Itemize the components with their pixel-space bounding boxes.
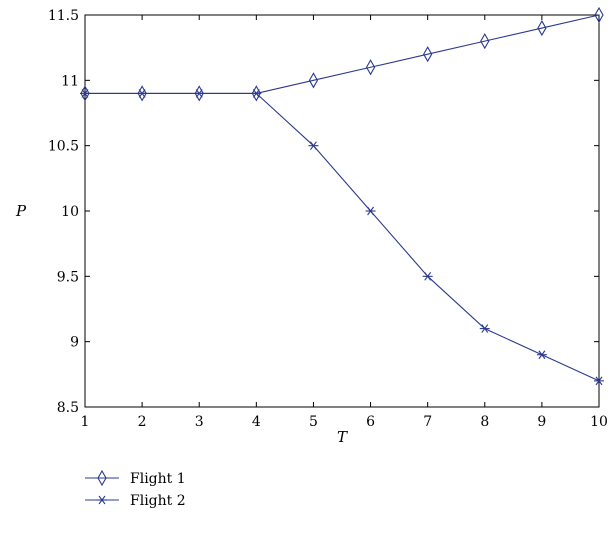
x-tick-label: 8 bbox=[480, 414, 489, 430]
diamond-marker bbox=[97, 469, 107, 487]
x-tick-label: 7 bbox=[423, 414, 432, 430]
series-2 bbox=[80, 89, 604, 386]
x-tick-label: 2 bbox=[138, 414, 147, 430]
y-tick-label: 9 bbox=[70, 335, 79, 351]
asterisk-stroke bbox=[367, 206, 374, 216]
legend-label: Flight 1 bbox=[130, 471, 186, 487]
y-axis: 8.5 9 9.5 10 10.5 11 11.5 bbox=[48, 8, 599, 416]
y-tick-label: 8.5 bbox=[57, 400, 79, 416]
asterisk-marker bbox=[308, 141, 319, 150]
y-tick-label: 10 bbox=[61, 204, 79, 220]
diamond-marker bbox=[365, 59, 376, 76]
y-tick-label: 10.5 bbox=[48, 139, 79, 155]
asterisk-stroke bbox=[595, 376, 603, 386]
x-tick-label: 1 bbox=[81, 414, 90, 430]
asterisk-marker bbox=[536, 350, 547, 360]
x-tick-label: 9 bbox=[537, 414, 546, 430]
diamond-marker bbox=[194, 85, 204, 102]
y-tick-label: 11 bbox=[61, 73, 79, 89]
legend-label: Flight 2 bbox=[130, 493, 186, 509]
legend-item: Flight 1 bbox=[85, 469, 186, 487]
diamond-marker bbox=[537, 19, 547, 37]
y-tick-label: 9.5 bbox=[57, 269, 79, 285]
asterisk-marker bbox=[251, 89, 262, 98]
series-line bbox=[85, 92, 600, 382]
diamond-marker bbox=[80, 85, 90, 102]
asterisk-marker bbox=[365, 206, 376, 216]
asterisk-marker bbox=[137, 89, 148, 98]
asterisk-stroke bbox=[310, 141, 317, 150]
asterisk-stroke bbox=[98, 495, 106, 505]
diamond-marker bbox=[423, 46, 433, 63]
x-axis-title: T bbox=[337, 428, 348, 446]
series-1 bbox=[80, 6, 604, 102]
x-tick-label: 3 bbox=[195, 414, 204, 430]
asterisk-stroke bbox=[81, 89, 89, 98]
y-axis-title: P bbox=[15, 202, 27, 220]
x-tick-label: 4 bbox=[252, 414, 261, 430]
legend: Flight 1 Flight 2 bbox=[85, 469, 186, 509]
asterisk-stroke bbox=[481, 324, 489, 333]
diamond-marker bbox=[251, 85, 261, 102]
asterisk-marker bbox=[422, 272, 433, 281]
asterisk-stroke bbox=[252, 89, 260, 98]
asterisk-stroke bbox=[424, 272, 432, 281]
asterisk-stroke bbox=[138, 89, 146, 98]
diamond-marker bbox=[137, 85, 147, 102]
asterisk-stroke bbox=[538, 350, 546, 360]
series-layer bbox=[80, 6, 604, 386]
asterisk-marker bbox=[97, 495, 107, 505]
series-line bbox=[85, 14, 600, 94]
x-tick-label: 10 bbox=[590, 414, 608, 430]
diamond-marker bbox=[594, 6, 604, 24]
asterisk-marker bbox=[479, 324, 490, 333]
x-tick-label: 5 bbox=[309, 414, 318, 430]
asterisk-marker bbox=[80, 89, 90, 98]
diamond-marker bbox=[480, 33, 490, 50]
y-tick-label: 11.5 bbox=[48, 8, 79, 24]
x-axis: 1 2 3 4 5 6 7 8 9 10 bbox=[81, 15, 608, 430]
x-tick-label: 6 bbox=[366, 414, 375, 430]
diamond-marker bbox=[308, 72, 319, 89]
asterisk-marker bbox=[594, 376, 604, 386]
asterisk-stroke bbox=[195, 89, 203, 98]
legend-item: Flight 2 bbox=[85, 493, 186, 509]
asterisk-marker bbox=[194, 89, 205, 98]
